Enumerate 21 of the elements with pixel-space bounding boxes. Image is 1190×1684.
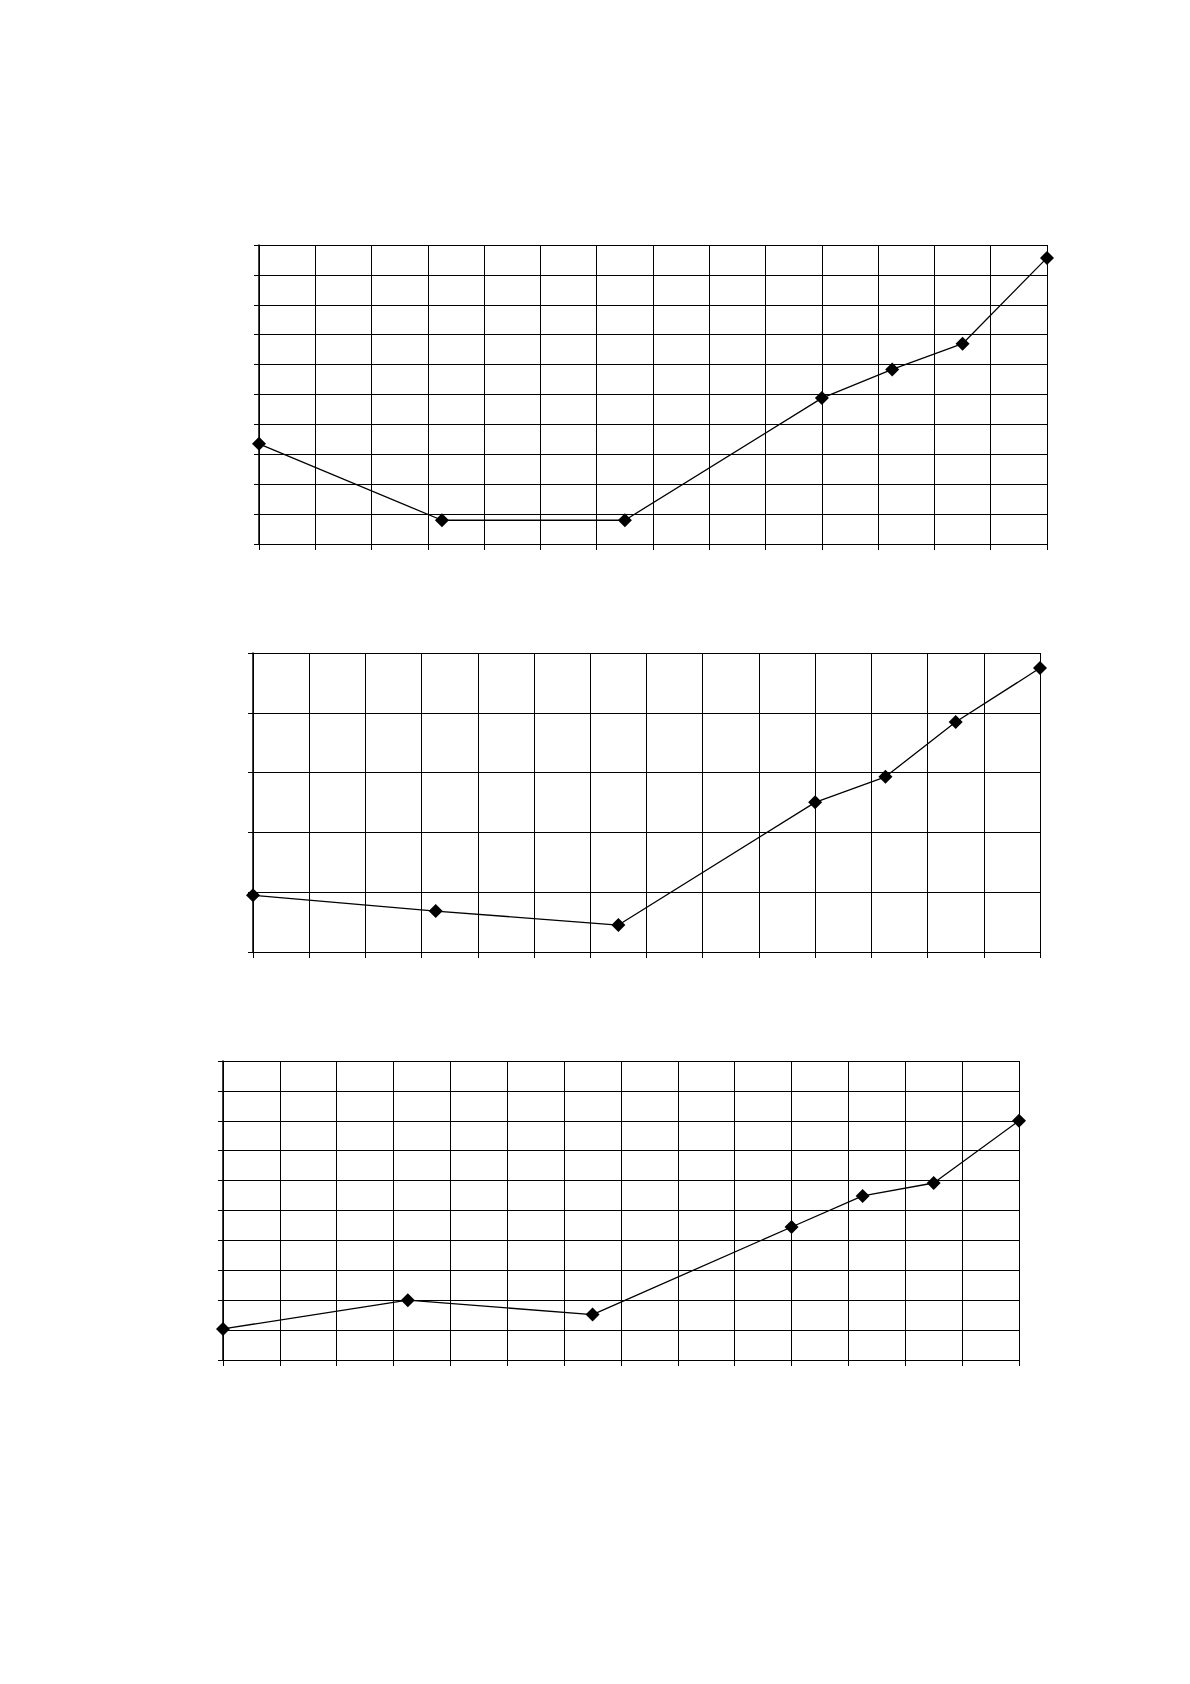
point <box>808 795 823 810</box>
point <box>784 1220 799 1234</box>
point <box>611 918 626 933</box>
point <box>1012 1113 1026 1128</box>
point <box>885 362 900 377</box>
point <box>955 336 970 351</box>
point <box>948 715 963 729</box>
point <box>1040 250 1054 265</box>
point <box>216 1321 230 1336</box>
point <box>434 513 449 528</box>
point <box>855 1188 870 1203</box>
point <box>878 769 893 784</box>
point <box>814 391 829 406</box>
point <box>252 436 266 451</box>
point <box>585 1307 600 1322</box>
point <box>246 888 260 903</box>
point <box>1033 661 1047 676</box>
point <box>400 1293 415 1308</box>
point <box>926 1175 941 1190</box>
point <box>617 513 632 528</box>
point <box>428 904 443 919</box>
